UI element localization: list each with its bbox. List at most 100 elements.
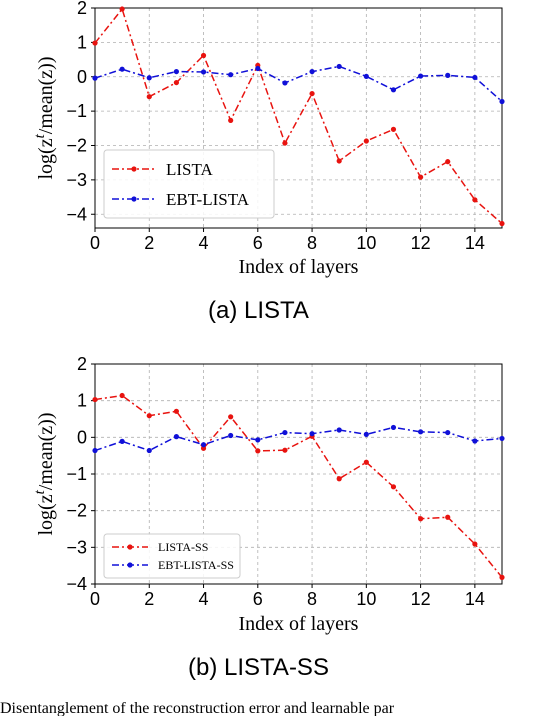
data-point — [472, 438, 478, 444]
data-point — [363, 459, 369, 465]
data-point — [228, 432, 234, 439]
x-tick-label: 6 — [253, 233, 263, 253]
data-point — [92, 40, 98, 46]
x-tick-label: 12 — [411, 589, 431, 609]
data-point — [173, 408, 179, 414]
data-point — [255, 65, 261, 72]
data-point — [146, 75, 152, 81]
data-point — [119, 392, 125, 399]
y-tick-label: −4 — [66, 204, 87, 224]
legend-label: EBT-LISTA-SS — [158, 558, 234, 572]
y-tick-label: −4 — [66, 574, 87, 594]
y-tick-label: −2 — [66, 501, 87, 521]
y-tick-label: 0 — [77, 67, 87, 87]
data-point — [499, 435, 505, 442]
legend-label: LISTA — [166, 160, 214, 179]
data-point — [418, 174, 424, 180]
data-point — [173, 68, 179, 75]
data-point — [173, 79, 179, 86]
data-point — [282, 447, 288, 453]
series-line-ebt-lista — [94, 65, 503, 103]
legend-marker — [131, 166, 137, 172]
data-point — [390, 484, 397, 490]
data-point — [282, 80, 288, 86]
legend: LISTA EBT-LISTA — [103, 149, 275, 219]
data-point — [363, 138, 369, 144]
data-point — [119, 438, 125, 444]
x-axis-label: Index of layers — [239, 256, 359, 278]
y-tick-label: 2 — [77, 354, 87, 374]
data-point — [472, 74, 478, 81]
data-point — [336, 427, 342, 433]
x-tick-label: 0 — [90, 589, 100, 609]
x-tick-label: 4 — [199, 233, 209, 253]
data-point — [336, 476, 342, 482]
data-point — [228, 414, 234, 420]
plot-frame — [94, 7, 503, 229]
x-tick-label: 10 — [356, 233, 376, 253]
subfigure-caption: (a) LISTA — [208, 297, 309, 324]
subfigure-caption: (b) LISTA-SS — [188, 654, 329, 681]
y-tick-label: −1 — [66, 101, 87, 121]
y-tick-label: −2 — [66, 136, 87, 156]
data-point — [200, 69, 207, 75]
data-point — [146, 94, 152, 100]
data-point — [309, 90, 315, 97]
data-point — [146, 447, 152, 454]
data-point — [282, 429, 288, 436]
legend-label: LISTA-SS — [158, 540, 208, 554]
y-axis-label: log(zt/mean(z)) — [32, 413, 57, 536]
y-tick-label: 0 — [77, 427, 87, 447]
data-point — [200, 442, 207, 448]
data-point — [92, 447, 98, 454]
data-point — [390, 87, 397, 93]
y-tick-label: 1 — [77, 391, 87, 411]
data-point — [119, 66, 125, 72]
data-point — [445, 159, 451, 165]
data-point — [418, 73, 424, 79]
data-point — [418, 429, 424, 435]
x-tick-label: 4 — [199, 589, 209, 609]
data-point — [363, 431, 369, 437]
y-tick-label: −1 — [66, 464, 87, 484]
y-tick-label: −3 — [66, 170, 87, 190]
y-tick-label: 1 — [77, 32, 87, 52]
x-tick-label: 6 — [253, 589, 263, 609]
data-point — [445, 514, 451, 520]
y-axis-label: log(zt/mean(z)) — [32, 57, 57, 180]
x-tick-label: 10 — [356, 589, 376, 609]
legend: LISTA-SS EBT-LISTA-SS — [103, 533, 241, 579]
x-axis-label: Index of layers — [239, 613, 359, 635]
data-point — [228, 72, 234, 78]
data-point — [146, 413, 152, 419]
x-tick-label: 8 — [307, 233, 317, 253]
x-tick-label: 12 — [411, 233, 431, 253]
x-tick-label: 14 — [465, 589, 485, 609]
y-tick-label: −3 — [66, 537, 87, 557]
data-point — [418, 516, 424, 522]
legend-marker — [127, 544, 133, 550]
data-point — [472, 541, 478, 547]
legend-box — [103, 533, 241, 579]
figure-caption: Disentanglement of the reconstruction er… — [0, 700, 395, 716]
data-point — [255, 448, 261, 454]
data-point — [336, 158, 342, 164]
data-point — [228, 117, 234, 124]
x-tick-label: 8 — [307, 589, 317, 609]
data-point — [499, 98, 505, 105]
legend-marker — [131, 196, 137, 202]
data-point — [499, 574, 505, 581]
data-point — [173, 434, 179, 440]
data-point — [255, 437, 261, 443]
data-point — [445, 72, 451, 78]
data-point — [336, 63, 342, 70]
legend-box — [103, 149, 275, 219]
legend-label: EBT-LISTA — [166, 190, 250, 209]
data-point — [309, 431, 315, 437]
x-tick-label: 0 — [90, 233, 100, 253]
data-point — [390, 126, 397, 132]
data-point — [92, 396, 98, 403]
data-point — [92, 75, 98, 81]
